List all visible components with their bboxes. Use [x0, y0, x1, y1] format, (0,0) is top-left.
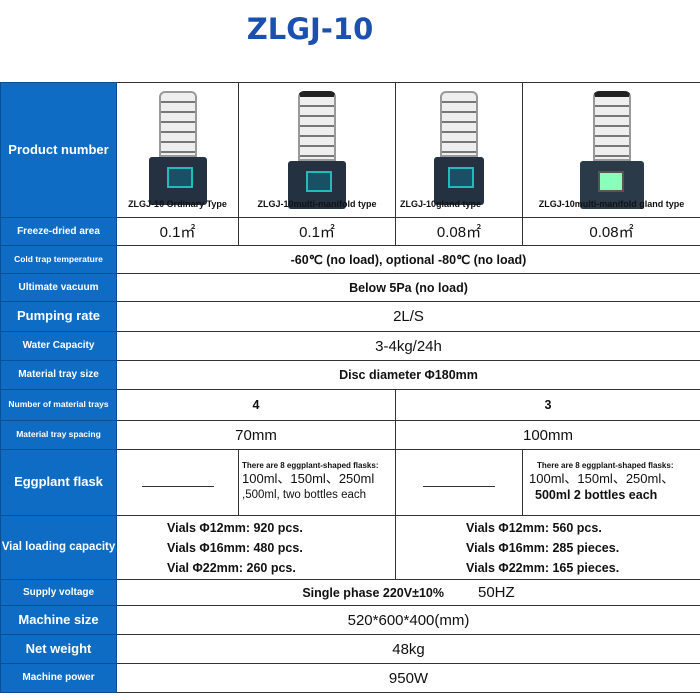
- product-cell: ZLGJ-10gland type: [395, 82, 523, 218]
- value-cell: 3: [395, 389, 700, 421]
- value-cell: -60℃ (no load), optional -80℃ (no load): [116, 245, 700, 274]
- flask-line: 100ml、150ml、250ml: [242, 471, 375, 487]
- gland-chamber-image: [440, 91, 478, 157]
- dash: [423, 485, 495, 487]
- machine-image: [434, 157, 484, 205]
- model-caption: ZLGJ-10multi-manifold gland type: [538, 199, 685, 209]
- machine-image: [148, 157, 207, 205]
- label-freeze-dried-area: Freeze-dried area: [0, 217, 117, 246]
- value-cell: 950W: [116, 663, 700, 693]
- label-vial-capacity: Vial loading capacity: [0, 515, 117, 580]
- label-tray-size: Material tray size: [0, 360, 117, 390]
- manifold-chamber-image: [298, 91, 336, 161]
- flask-line: 100ml、150ml、250ml、: [529, 470, 675, 486]
- machine-image: [288, 161, 346, 209]
- label-net-weight: Net weight: [0, 634, 117, 664]
- label-supply-voltage: Supply voltage: [0, 579, 117, 606]
- label-tray-spacing: Material tray spacing: [0, 420, 117, 450]
- voltage-value: Single phase 220V±10%: [302, 585, 444, 600]
- value-cell: 0.1㎡: [238, 217, 396, 246]
- dash: [141, 485, 214, 487]
- flask-line: ,500ml, two bottles each: [242, 489, 367, 502]
- spec-table: Product number ZLGJ-10 Ordinary Type ZLG…: [0, 82, 700, 693]
- value-cell: 0.08㎡: [395, 217, 523, 246]
- label-ultimate-vacuum: Ultimate vacuum: [0, 273, 117, 302]
- value-cell: 100mm: [395, 420, 700, 450]
- product-cell: ZLGJ-10multi-manifold type: [238, 82, 396, 218]
- flask-note: There are 8 eggplant-shaped flasks:: [537, 460, 674, 470]
- value-cell: 520*600*400(mm): [116, 605, 700, 635]
- machine-image: [579, 161, 644, 209]
- label-water-capacity: Water Capacity: [0, 331, 117, 361]
- product-cell: ZLGJ-10 Ordinary Type: [116, 82, 239, 218]
- label-product-number: Product number: [0, 82, 117, 218]
- flask-note: There are 8 eggplant-shaped flasks:: [242, 461, 379, 471]
- flask-cell: There are 8 eggplant-shaped flasks: 100ml…: [522, 449, 700, 516]
- flask-line: 500ml 2 bottles each: [535, 488, 658, 503]
- label-cold-trap: Cold trap temperature: [0, 245, 117, 274]
- value-cell: 0.1㎡: [116, 217, 239, 246]
- value-cell: 48kg: [116, 634, 700, 664]
- value-cell: 70mm: [116, 420, 396, 450]
- vial-cell: Vials Φ12mm: 560 pcs. Vials Φ16mm: 285 pi…: [395, 515, 700, 580]
- label-tray-number: Number of material trays: [0, 389, 117, 421]
- drying-chamber-image: [158, 91, 197, 157]
- label-eggplant-flask: Eggplant flask: [0, 449, 117, 516]
- model-caption: ZLGJ-10 Ordinary Type: [128, 199, 227, 209]
- flask-cell: There are 8 eggplant-shaped flasks: 100ml…: [238, 449, 396, 516]
- empty-cell: [116, 449, 239, 516]
- frequency-value: 50HZ: [477, 583, 515, 601]
- vial-cell: Vials Φ12mm: 920 pcs. Vials Φ16mm: 480 pc…: [116, 515, 396, 580]
- empty-cell: [395, 449, 523, 516]
- value-cell: 2L/S: [116, 301, 700, 332]
- page-title: ZLGJ-10: [246, 12, 374, 46]
- product-cell: ZLGJ-10multi-manifold gland type: [522, 82, 700, 218]
- value-cell: 3-4kg/24h: [116, 331, 700, 361]
- model-caption: ZLGJ-10multi-manifold type: [257, 199, 377, 209]
- value-cell: Disc diameter Φ180mm: [116, 360, 700, 390]
- model-caption: ZLGJ-10gland type: [400, 199, 482, 209]
- value-cell: 0.08㎡: [522, 217, 700, 246]
- value-cell: Below 5Pa (no load): [116, 273, 700, 302]
- label-machine-power: Machine power: [0, 663, 117, 693]
- label-machine-size: Machine size: [0, 605, 117, 635]
- value-cell: 4: [116, 389, 396, 421]
- manifold-gland-chamber-image: [592, 91, 631, 161]
- value-cell: Single phase 220V±10% 50HZ: [116, 579, 700, 606]
- label-pumping-rate: Pumping rate: [0, 301, 117, 332]
